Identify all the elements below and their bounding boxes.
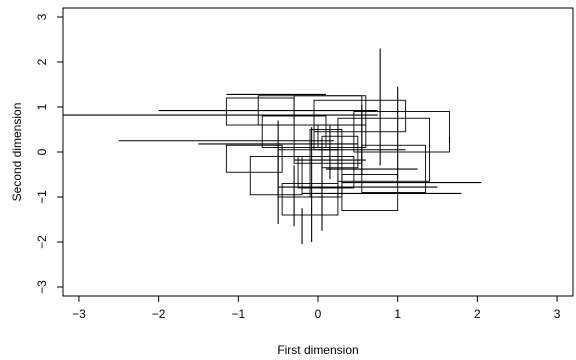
y-tick-label: 0 [35,148,49,155]
y-axis-title: Second dimension [10,103,24,202]
data-rectangle [249,156,303,196]
data-rectangle [225,97,295,126]
data-rectangle [313,99,407,133]
y-tick-label: −3 [35,280,49,294]
data-rectangle [341,174,399,211]
x-tick-label: 0 [315,307,322,321]
y-tick-label: 3 [35,13,49,20]
x-tick-label: −2 [152,307,166,321]
data-rectangle [225,144,283,173]
y-tick-label: 2 [35,58,49,65]
data-rectangle [353,111,450,153]
data-rectangle [297,156,355,189]
y-tick-label: 1 [35,103,49,110]
x-tick-label: −3 [72,307,86,321]
x-tick-label: −1 [231,307,245,321]
y-tick-label: −2 [35,235,49,249]
x-tick-label: 2 [474,307,481,321]
x-tick-label: 3 [554,307,561,321]
x-axis-title: First dimension [277,343,358,357]
chart-marks [63,48,482,245]
data-rectangle [281,183,339,216]
x-tick-label: 1 [394,307,401,321]
axes: −3 −2 −1 0 1 2 3 −3 −2 −1 0 1 2 3 [35,7,574,321]
data-rectangle [261,115,327,148]
y-tick-label: −1 [35,190,49,204]
plot-frame [62,7,574,297]
